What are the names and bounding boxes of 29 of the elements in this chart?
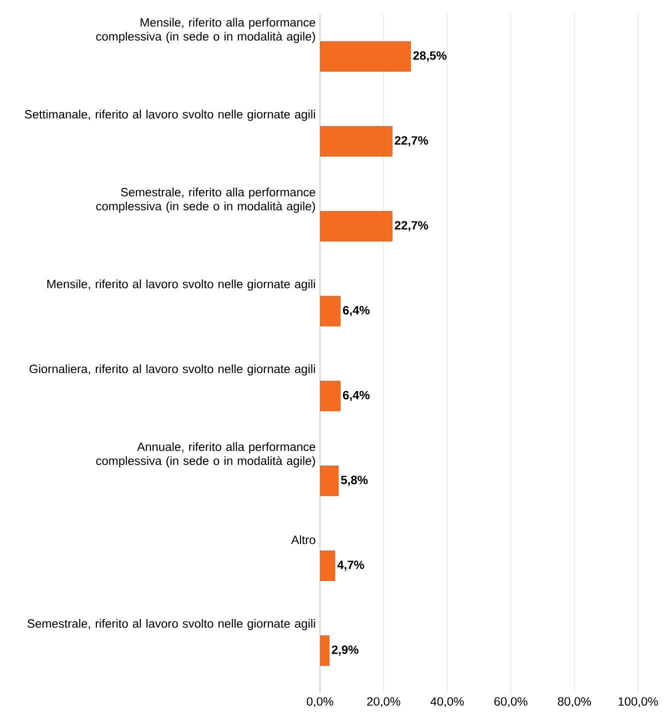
y-tick-label: Mensile, riferito al lavoro svolto nelle giornate agili	[47, 279, 315, 291]
y-tick-label: Semestrale, riferito alla performance complessiva (in sede o in modalità agile)	[96, 188, 316, 213]
y-tick-label: Altro	[291, 535, 316, 544]
data-label: 5,8%	[341, 476, 368, 486]
y-tick-label: Mensile, riferito alla performance complessiva (in sede o in modalità agile)	[96, 18, 316, 44]
x-tick-label: 40,0%	[430, 697, 464, 708]
bar	[320, 41, 411, 72]
data-label: 22,7%	[394, 136, 428, 146]
x-tick-label: 60,0%	[494, 697, 528, 708]
y-tick-label: Annuale, riferito alla performance complessiva (in sede o in modalità agile)	[96, 442, 316, 468]
y-tick-label: Settimanale, riferito al lavoro svolto nelle giornate agili	[24, 110, 315, 121]
data-label: 22,7%	[394, 221, 428, 232]
y-tick-label: Giornaliera, riferito al lavoro svolto nelle giornate agili	[30, 364, 315, 376]
data-label: 28,5%	[413, 51, 447, 62]
x-tick-label: 100,0%	[618, 697, 658, 708]
bar	[320, 210, 392, 242]
x-tick-label: 20,0%	[367, 697, 400, 708]
x-tick-label: 80,0%	[558, 697, 591, 708]
bar	[320, 296, 341, 326]
data-label: 6,4%	[342, 390, 370, 402]
y-tick-label: Semestrale, riferito al lavoro svolto nelle giornate agili	[28, 618, 315, 630]
data-label: 2,9%	[332, 645, 358, 656]
bar	[320, 380, 341, 412]
bar	[320, 550, 336, 581]
data-label: 4,7%	[337, 560, 364, 571]
x-tick-label: 0,0%	[306, 697, 334, 708]
bar	[320, 126, 392, 157]
bar	[320, 466, 339, 496]
data-label: 6,4%	[342, 306, 370, 316]
